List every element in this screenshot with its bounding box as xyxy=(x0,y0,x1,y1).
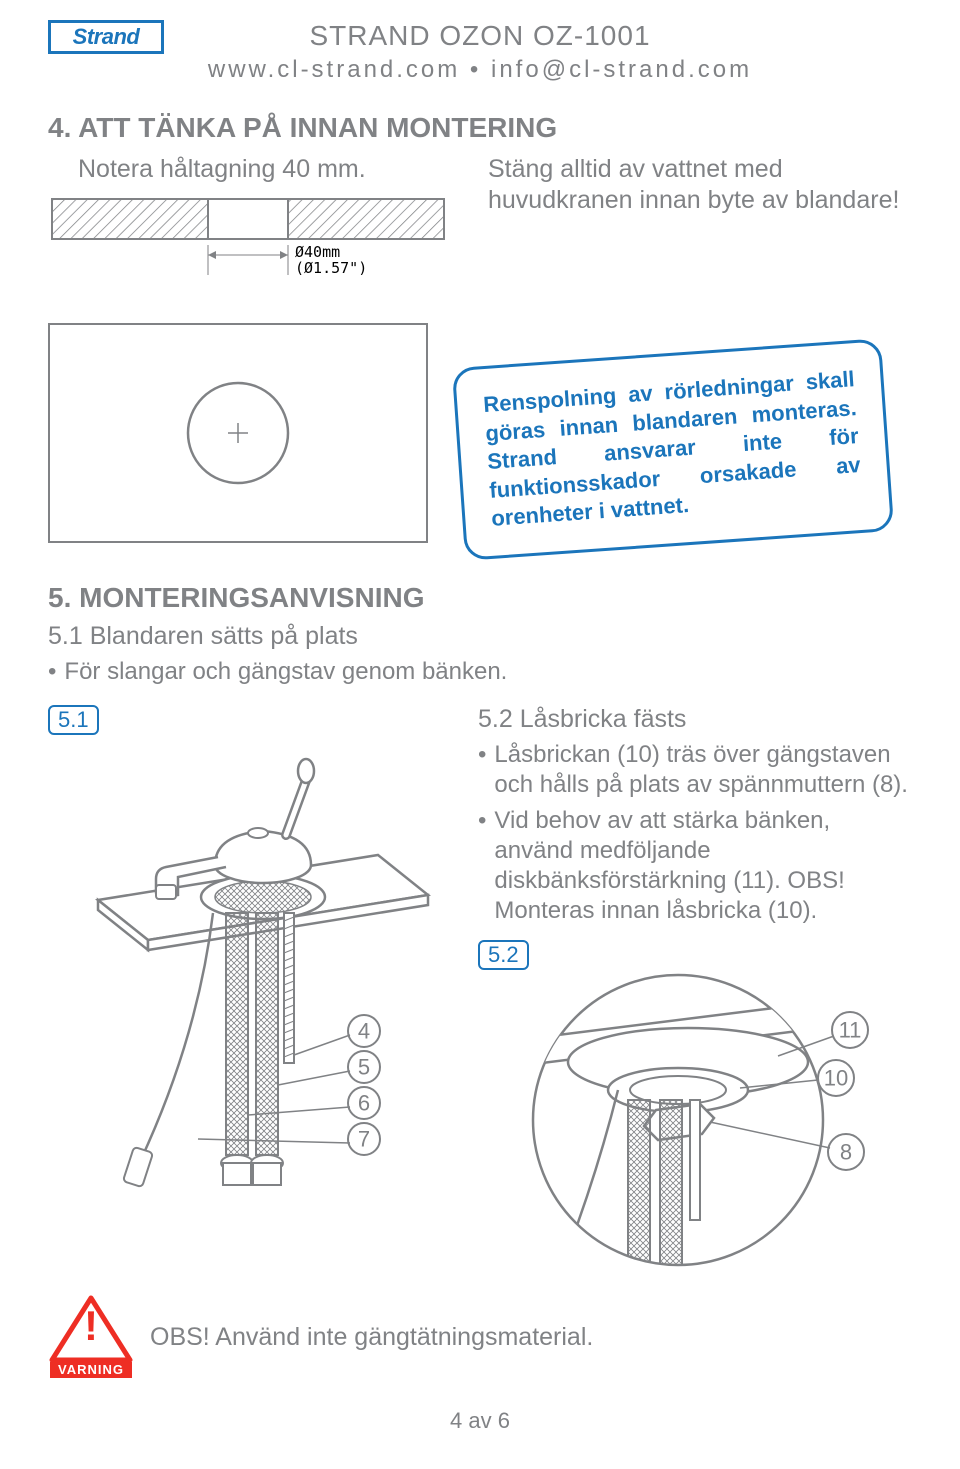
warning-text: OBS! Använd inte gängtätningsmaterial. xyxy=(150,1323,593,1352)
warning-icon: ! VARNING xyxy=(48,1294,134,1380)
sub-5-2-bullet-2: • Vid behov av att stärka bänken, använd… xyxy=(478,806,912,926)
fig51-label-7: 7 xyxy=(358,1127,370,1152)
warning-row: ! VARNING OBS! Använd inte gängtätningsm… xyxy=(48,1294,912,1380)
hatch-diagram: Ø40mm (Ø1.57") xyxy=(48,193,448,283)
step-tag-5-2: 5.2 xyxy=(478,940,529,970)
sub-5-1-title: 5.1 Blandaren sätts på plats xyxy=(48,622,912,651)
sub-5-1-bullet: • För slangar och gängstav genom bänken. xyxy=(48,657,912,687)
figure-5-2-svg: 11 10 8 xyxy=(478,970,908,1270)
logo-box: Strand xyxy=(48,20,164,54)
figure-5-2-col: 5.2 Låsbricka fästs • Låsbrickan (10) tr… xyxy=(478,705,912,1270)
product-title: STRAND OZON OZ-1001 xyxy=(48,20,912,52)
hole-circle-icon xyxy=(178,373,298,493)
section-4-row: Notera håltagning 40 mm. Ø40mm (Ø1.57") … xyxy=(48,154,912,283)
header: Strand STRAND OZON OZ-1001 www.cl-strand… xyxy=(48,20,912,84)
section-4-right: Stäng alltid av vattnet med huvudkranen … xyxy=(488,154,912,283)
sub-5-2-bullet-2-text: Vid behov av att stärka bänken, använd m… xyxy=(494,806,912,926)
sub-5-2-bullet-1-text: Låsbrickan (10) träs över gängstaven och… xyxy=(494,740,912,800)
fig52-label-10: 10 xyxy=(824,1066,848,1091)
callout-box: Renspolning av rörledningar skall göras … xyxy=(452,338,894,560)
bullet-dot: • xyxy=(478,740,486,800)
figure-5-1: 5.1 xyxy=(48,705,448,1270)
fig51-label-4: 4 xyxy=(358,1019,370,1044)
fig51-label-6: 6 xyxy=(358,1091,370,1116)
warning-label: VARNING xyxy=(58,1362,124,1377)
section-4-heading: 4. ATT TÄNKA PÅ INNAN MONTERING xyxy=(48,112,912,144)
hole-panel xyxy=(48,323,428,543)
sub-5-2-bullet-1: • Låsbrickan (10) träs över gängstaven o… xyxy=(478,740,912,800)
fig51-label-5: 5 xyxy=(358,1055,370,1080)
figure-5-1-svg: 4 5 6 7 xyxy=(48,735,448,1215)
callout-wrap: Renspolning av rörledningar skall göras … xyxy=(458,323,888,546)
figures-row: 5.1 xyxy=(48,705,912,1270)
mid-row: Renspolning av rörledningar skall göras … xyxy=(48,323,912,546)
logo-text: Strand xyxy=(73,24,140,50)
note-holtagning: Notera håltagning 40 mm. xyxy=(48,154,448,185)
bullet-dot: • xyxy=(478,806,486,926)
sub-5-2-title: 5.2 Låsbricka fästs xyxy=(478,705,912,734)
dim-inch: (Ø1.57") xyxy=(295,259,367,277)
note-stang-vatten: Stäng alltid av vattnet med huvudkranen … xyxy=(488,154,912,217)
fig52-label-11: 11 xyxy=(839,1018,862,1043)
fig52-label-8: 8 xyxy=(840,1140,852,1165)
page-footer: 4 av 6 xyxy=(48,1408,912,1434)
warning-bang: ! xyxy=(84,1302,98,1349)
step-tag-5-1: 5.1 xyxy=(48,705,99,735)
contact-line: www.cl-strand.com • info@cl-strand.com xyxy=(48,56,912,84)
logo: Strand xyxy=(48,20,164,54)
section-5-heading: 5. MONTERINGSANVISNING xyxy=(48,582,912,614)
callout-text: Renspolning av rörledningar skall göras … xyxy=(482,365,863,534)
section-4-left: Notera håltagning 40 mm. Ø40mm (Ø1.57") xyxy=(48,154,448,283)
sub-5-1-bullet-text: För slangar och gängstav genom bänken. xyxy=(64,657,507,687)
bullet-dot: • xyxy=(48,657,56,687)
